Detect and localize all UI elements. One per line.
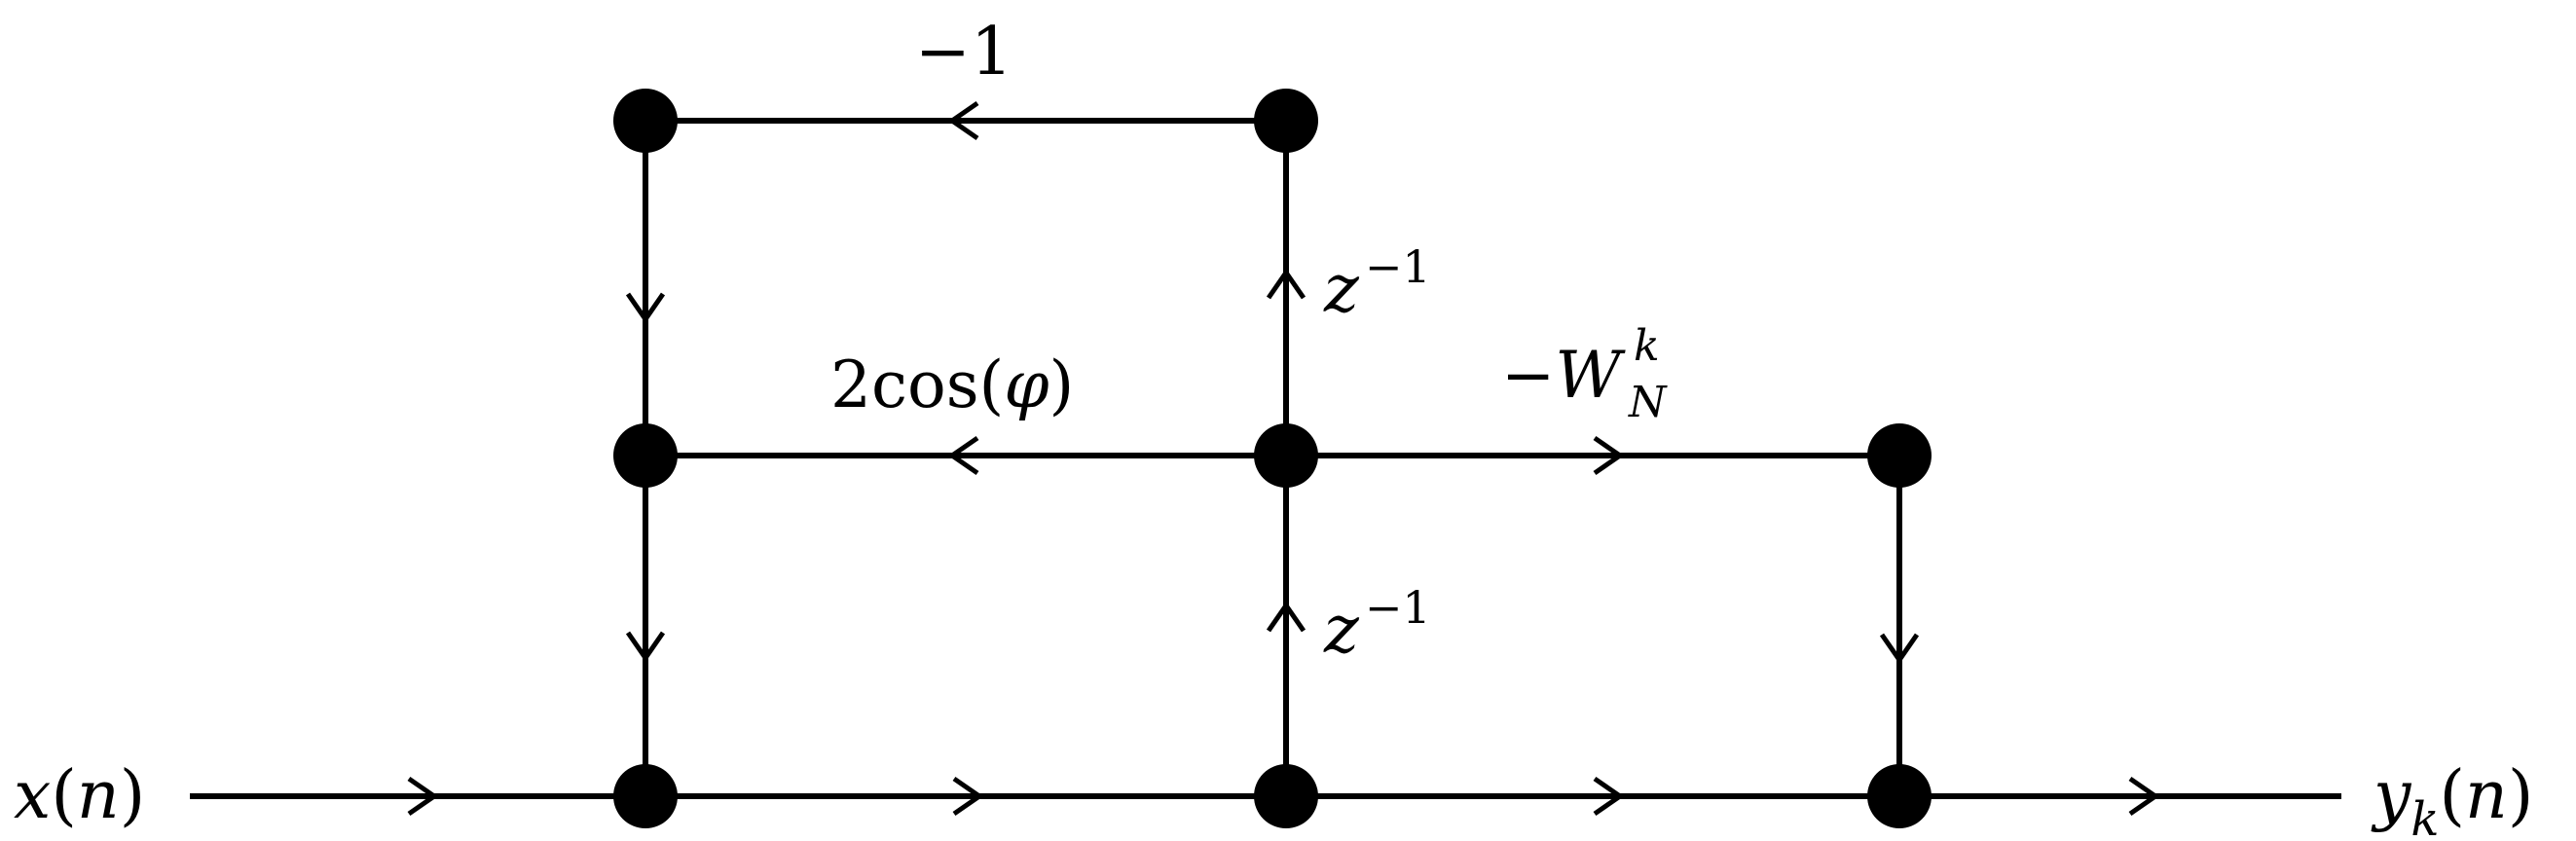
node-middle-right [1867, 423, 1932, 488]
arrow-down-icon [625, 292, 666, 324]
arrow-up-icon [1266, 601, 1306, 633]
arrow-left-icon [947, 435, 979, 476]
gain-label-two-cos: 2cos(φ) [830, 347, 1074, 422]
gain-label-neg-twiddle: −W [1501, 338, 1626, 413]
arrow-right-icon [407, 776, 439, 817]
node-top-center [1254, 89, 1318, 153]
labels: x(n) yk(n) −1 2cos(φ) −W k N z −1 z −1 [14, 14, 2533, 841]
node-middle-left [613, 423, 678, 488]
node-top-left [613, 89, 678, 153]
twiddle-subscript: N [1628, 378, 1668, 427]
arrow-right-icon [2128, 776, 2160, 817]
arrow-down-icon [1879, 633, 1920, 665]
twiddle-superscript: k [1634, 321, 1660, 371]
arrow-left-icon [947, 100, 979, 141]
edges [190, 118, 2341, 799]
node-bottom-center [1254, 764, 1318, 828]
node-middle-center [1254, 423, 1318, 488]
input-label: x(n) [14, 757, 145, 834]
arrow-right-icon [1593, 776, 1625, 817]
delay-label-lower: z −1 [1323, 581, 1431, 669]
arrow-down-icon [625, 631, 666, 663]
gain-label-minus-one: −1 [915, 14, 1012, 91]
delay-label-upper: z −1 [1323, 240, 1431, 328]
node-bottom-left [613, 764, 678, 828]
nodes [613, 89, 1932, 828]
arrow-right-icon [952, 776, 984, 817]
node-bottom-right [1867, 764, 1932, 828]
arrow-up-icon [1266, 268, 1306, 300]
output-label: yk(n) [2371, 757, 2533, 841]
arrowheads [407, 100, 2160, 817]
arrow-right-icon [1593, 435, 1625, 476]
